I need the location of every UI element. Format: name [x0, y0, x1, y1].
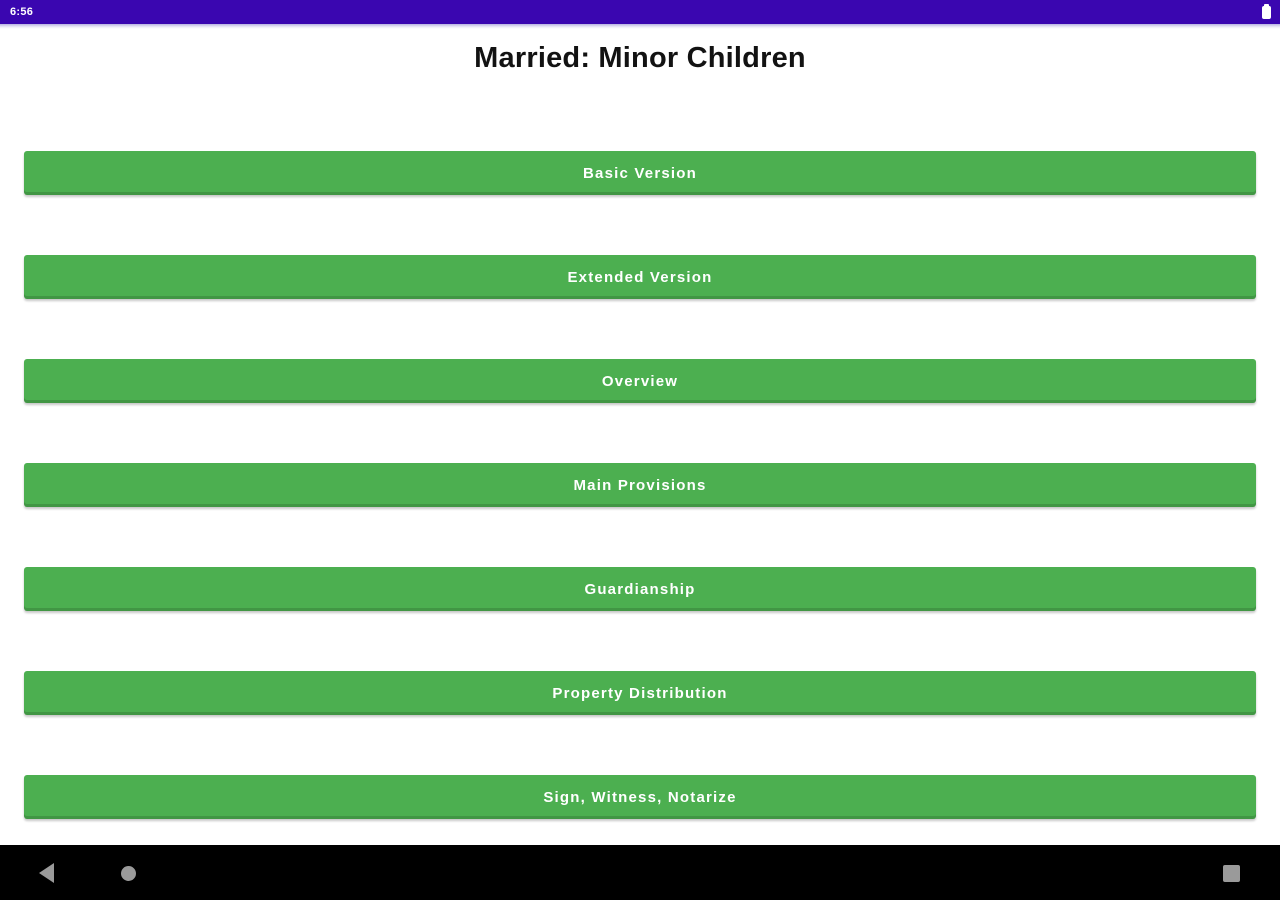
page-title: Married: Minor Children [474, 42, 806, 74]
battery-icon [1262, 4, 1271, 19]
guardianship-button[interactable]: Guardianship [24, 567, 1256, 611]
status-bar-divider [0, 24, 1280, 29]
overview-button[interactable]: Overview [24, 359, 1256, 403]
basic-version-button[interactable]: Basic Version [24, 151, 1256, 195]
status-bar: 6:56 [0, 0, 1280, 24]
property-distribution-button[interactable]: Property Distribution [24, 671, 1256, 715]
main-provisions-button[interactable]: Main Provisions [24, 463, 1256, 507]
extended-version-button[interactable]: Extended Version [24, 255, 1256, 299]
android-nav-bar [0, 845, 1280, 900]
home-icon[interactable] [121, 866, 136, 881]
sign-witness-notarize-button[interactable]: Sign, Witness, Notarize [24, 775, 1256, 819]
status-bar-time: 6:56 [10, 6, 34, 18]
back-icon[interactable] [39, 863, 54, 883]
recents-icon[interactable] [1223, 865, 1240, 882]
